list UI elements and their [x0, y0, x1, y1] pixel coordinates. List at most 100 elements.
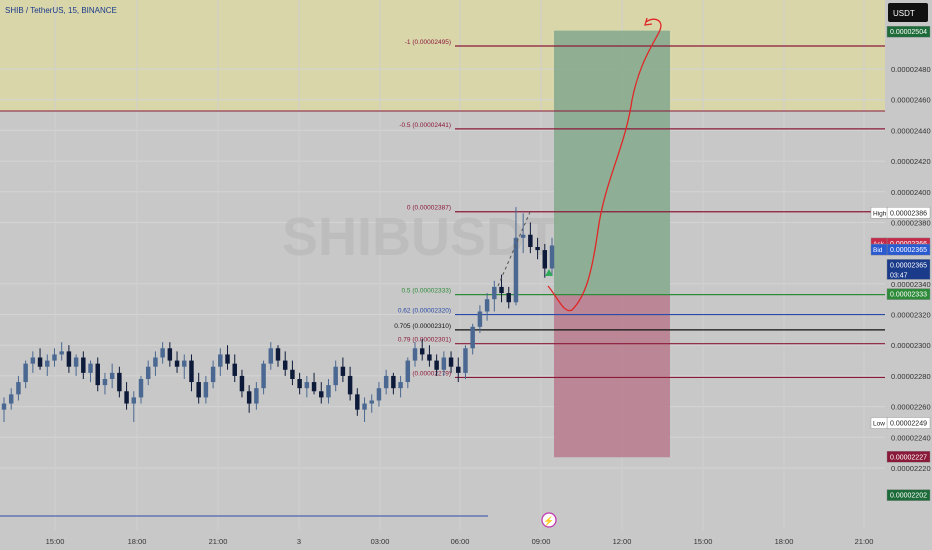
fib-level-label: 0 (0.00002387)	[407, 205, 451, 212]
fib-level-label: -0.5 (0.00002441)	[399, 122, 451, 129]
y-tick-label: 0.00002300	[891, 341, 931, 350]
price-badge: 0.00002504	[886, 25, 931, 38]
candle	[456, 357, 461, 383]
candle	[117, 366, 122, 398]
svg-text:0.00002333: 0.00002333	[890, 292, 927, 299]
x-tick-label: 15:00	[46, 537, 65, 546]
candle	[463, 345, 468, 379]
candle	[225, 345, 230, 370]
candle	[319, 382, 324, 404]
y-tick-label: 0.00002220	[891, 464, 931, 473]
x-tick-label: 21:00	[855, 537, 874, 546]
price-badge: 0.00002333	[886, 288, 931, 300]
svg-text:High: High	[873, 210, 887, 217]
candle	[549, 237, 555, 275]
candle	[282, 351, 288, 376]
candle	[59, 342, 64, 361]
x-tick-label: 09:00	[532, 537, 551, 546]
y-tick-label: 0.00002380	[891, 218, 931, 227]
candle	[66, 345, 72, 373]
price-badge: 0.00002365 Bid	[870, 243, 931, 256]
candlestick-series	[1, 207, 555, 422]
svg-text:Bid: Bid	[873, 247, 883, 254]
candle	[102, 372, 108, 395]
candle	[477, 305, 483, 333]
svg-text:0.00002249: 0.00002249	[890, 420, 927, 427]
position-tool[interactable]	[554, 30, 670, 458]
candle	[297, 372, 302, 395]
svg-text:0.00002504: 0.00002504	[890, 29, 927, 36]
time-axis[interactable]: 15:00 18:00 21:00 3 03:00 06:00 09:00 12:00 15:0…	[0, 530, 885, 550]
candle	[138, 375, 144, 404]
candle	[145, 360, 151, 386]
price-badge: 0.00002227	[886, 451, 931, 463]
candle	[340, 357, 346, 383]
candle	[239, 369, 245, 398]
candle	[326, 378, 331, 404]
x-tick-label: 21:00	[209, 537, 228, 546]
grid-lines	[0, 68, 885, 469]
candle	[333, 360, 338, 392]
candle	[419, 339, 425, 361]
dashed-trend-line	[497, 211, 531, 287]
y-tick-label: 0.00002440	[891, 126, 931, 135]
svg-text:Low: Low	[873, 420, 885, 427]
candle	[499, 274, 504, 303]
candle	[441, 351, 447, 376]
price-badge: 0.00002249 Low	[870, 417, 931, 429]
candle	[261, 360, 266, 395]
symbol-header: SHIB / TetherUS, 15, BINANCE	[5, 6, 117, 15]
fibonacci-retracement[interactable]: -1 (0.00002495) -0.5 (0.00002441) 0 (0.000…	[0, 39, 885, 379]
candle	[109, 363, 115, 389]
candle	[355, 388, 360, 416]
watermark: SHIBUSDT	[282, 207, 558, 267]
candle	[304, 375, 310, 398]
candle	[218, 348, 223, 376]
candle	[124, 382, 129, 410]
candle	[23, 360, 28, 389]
candle	[376, 382, 382, 407]
candle	[506, 286, 511, 309]
svg-text:⚡: ⚡	[543, 515, 554, 527]
fib-level-label: -1 (0.00002495)	[405, 39, 451, 46]
candle	[448, 351, 454, 373]
candle	[16, 375, 21, 401]
currency-button[interactable]: USDT	[888, 3, 928, 22]
candle	[81, 351, 86, 379]
candle	[427, 345, 432, 367]
y-tick-label: 0.00002320	[891, 311, 931, 320]
candle	[189, 354, 194, 392]
candle	[254, 382, 259, 410]
candle	[52, 348, 57, 367]
candle	[88, 360, 93, 383]
candle	[182, 354, 187, 379]
fib-level-label: 0.5 (0.00002333)	[401, 288, 451, 295]
green-marker-triangle	[545, 269, 553, 276]
candle	[232, 354, 237, 383]
fib-level-label: 0.705 (0.00002310)	[394, 323, 451, 330]
y-tick-label: 0.00002340	[891, 280, 931, 289]
candle	[167, 342, 173, 367]
take-profit-zone[interactable]	[554, 30, 670, 295]
x-tick-label: 12:00	[613, 537, 632, 546]
candle	[492, 280, 497, 312]
svg-text:0.00002386: 0.00002386	[890, 210, 927, 217]
x-tick-label: 03:00	[371, 537, 390, 546]
candle	[383, 369, 389, 395]
candle	[347, 366, 353, 401]
candle	[311, 372, 317, 395]
dividend-icon[interactable]: ⚡	[541, 512, 557, 528]
projection-drawing[interactable]	[497, 17, 662, 312]
candle	[369, 394, 374, 413]
y-tick-label: 0.00002400	[891, 188, 931, 197]
stop-loss-zone[interactable]	[554, 294, 670, 458]
candle	[210, 360, 216, 389]
candle	[542, 243, 548, 278]
candle	[513, 207, 519, 306]
svg-text:0.00002365: 0.00002365	[890, 247, 927, 254]
price-badge: 0.00002365 03:47	[886, 259, 931, 280]
candle	[434, 354, 439, 376]
candle	[37, 348, 43, 370]
candle	[535, 237, 540, 260]
